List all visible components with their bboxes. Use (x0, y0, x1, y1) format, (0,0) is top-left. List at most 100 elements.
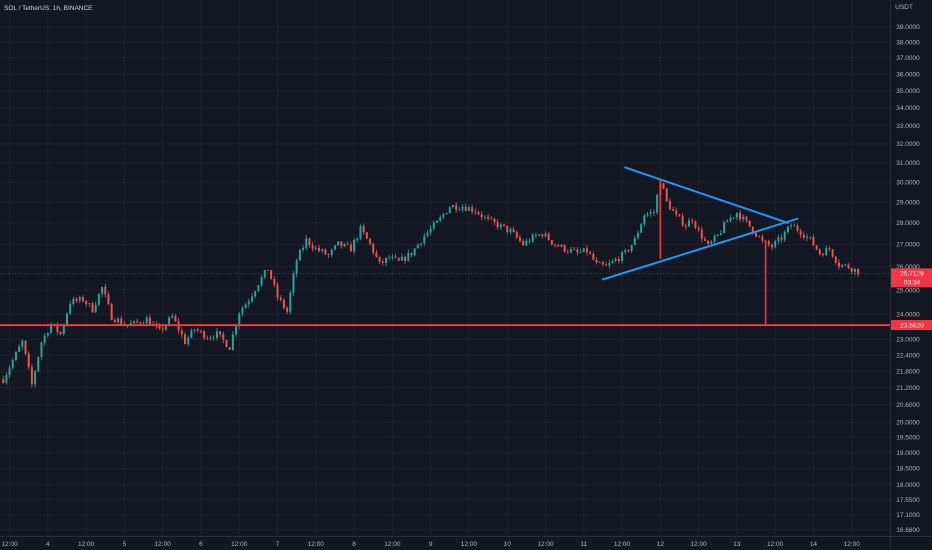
candle-body (544, 233, 547, 237)
candle-body (104, 286, 107, 295)
candle-body (723, 222, 726, 233)
candle-body (311, 245, 314, 249)
candle-body (576, 249, 579, 253)
price-tick-label: 20.0000 (896, 419, 920, 426)
candle-body (222, 334, 225, 340)
candle-body (423, 235, 426, 244)
candle-body (282, 299, 285, 308)
candle-body (40, 342, 43, 358)
candle-body (681, 216, 684, 226)
candle-body (314, 247, 317, 249)
candle-body (857, 268, 860, 275)
candle-body (570, 249, 572, 253)
triangle-upper-trendline (624, 166, 789, 224)
candle-body (257, 285, 260, 292)
candle-body (806, 236, 809, 238)
candle-body (729, 217, 732, 221)
candle-body (700, 229, 703, 239)
candle-body (101, 286, 104, 294)
candle-body (110, 303, 113, 321)
candle-body (228, 347, 231, 350)
time-tick-label: 12 (657, 541, 665, 548)
candle-body (761, 236, 764, 241)
candle-body (407, 252, 410, 261)
candle-body (790, 225, 793, 227)
price-tick-label: 19.5000 (896, 434, 920, 441)
candle-body (148, 317, 151, 326)
candle-body (837, 262, 840, 267)
candle-body (324, 249, 327, 255)
candle-body (212, 337, 215, 339)
candle-body (758, 236, 761, 238)
candle-body (598, 262, 601, 263)
candle-body (662, 183, 665, 189)
candle-body (413, 248, 416, 256)
candle-body (793, 225, 796, 227)
candle-body (168, 317, 171, 325)
candle-body (522, 240, 525, 246)
candle-body (397, 257, 400, 261)
candle-body (697, 227, 700, 230)
candle-body (474, 211, 477, 213)
candle-body (302, 247, 305, 250)
time-tick-label: 12:00 (384, 541, 401, 548)
candle-body (853, 268, 856, 272)
last-price-badge (891, 268, 932, 288)
candle-body (506, 225, 509, 232)
candle-body (557, 245, 560, 247)
candle-body (739, 212, 742, 220)
candle-body (46, 333, 49, 336)
triangle-lower-trendline (601, 217, 799, 281)
time-tick-label: 12:00 (844, 541, 861, 548)
candle-body (783, 232, 786, 240)
price-axis[interactable]: 39.0000 38.0000 37.0000 36.0000 35.0000 34.00… (890, 0, 932, 550)
candle-body (59, 331, 62, 335)
price-tick-label: 18.0000 (896, 482, 920, 489)
candle-body (812, 237, 815, 246)
price-tick-label: 22.4000 (896, 352, 920, 359)
candle-body (767, 241, 770, 245)
candle-body (512, 229, 515, 233)
candle-body (518, 237, 521, 241)
candle-body (448, 207, 451, 214)
candle-body (745, 216, 748, 221)
support-level-badge (891, 320, 932, 331)
candle-body (97, 293, 100, 305)
candle-body (132, 321, 135, 324)
candle-body (503, 224, 506, 226)
candle-body (755, 232, 758, 237)
time-tick-label: 12:00 (78, 541, 95, 548)
candle-body (646, 213, 649, 216)
candle-body (751, 226, 754, 233)
time-axis[interactable]: 12:00 4 12:00 5 12:00 6 12:00 7 12:00 8 12:00 9 12:0… (0, 536, 932, 549)
candle-body (822, 254, 824, 256)
candle-body (244, 304, 247, 309)
candle-body (713, 235, 716, 242)
price-tick-label: 37.0000 (896, 55, 920, 62)
candle-body (117, 318, 120, 323)
candle-body (480, 214, 483, 218)
candle-body (850, 268, 853, 272)
candle-body (439, 217, 442, 221)
candle-body (665, 188, 668, 201)
price-tick-label: 32.0000 (896, 141, 920, 148)
candle-body (289, 292, 292, 312)
price-tick-label: 20.6000 (896, 402, 920, 409)
candle-body (410, 252, 413, 256)
candle-body (251, 296, 253, 302)
candle-body (145, 317, 148, 324)
candle-body (429, 228, 432, 233)
countdown-timer: 03:34 (904, 279, 921, 286)
price-tick-label: 17.1000 (896, 512, 920, 519)
candle-body (608, 263, 611, 266)
candle-body (85, 301, 88, 304)
candle-body (27, 353, 30, 368)
candle-body (78, 297, 81, 301)
price-tick-label: 36.0000 (896, 71, 920, 78)
candle-body (416, 244, 419, 249)
candle-body (573, 249, 576, 251)
candle-body (735, 212, 738, 218)
candle-body (777, 237, 780, 242)
